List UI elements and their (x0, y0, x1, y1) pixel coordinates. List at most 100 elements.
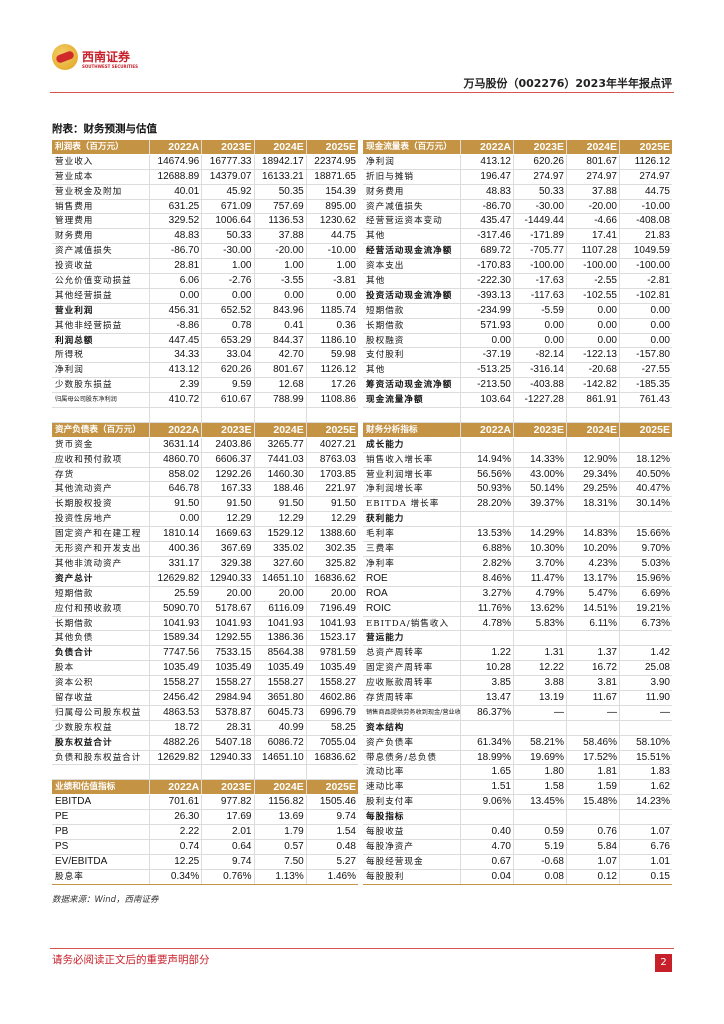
row-value: 274.97 (567, 169, 620, 184)
row-value: 221.97 (325, 483, 356, 495)
row-value: -3.55 (255, 274, 307, 288)
row-label: 折旧与摊销 (363, 169, 461, 184)
table-row: EBITDA 增长率 28.20% 39.37% 18.31% 30.14% (363, 497, 672, 513)
row-value: 6.88% (461, 542, 514, 556)
table-row: 获利能力 (363, 512, 672, 528)
table-row: 归属母公司股东权益 4863.53 5378.87 6045.73 6996.79 (52, 705, 358, 721)
table-row: 长期股权投资 91.50 91.50 91.50 91.50 (52, 497, 358, 513)
row-value: 14674.96 (150, 154, 203, 169)
row-value: 1.01 (650, 855, 670, 867)
row-value: 154.39 (325, 185, 356, 197)
table-row: 资产减值损失 -86.70 -30.00 -20.00 -10.00 (363, 199, 672, 215)
row-value: 58.21% (514, 735, 567, 750)
column-header: 2023E (202, 140, 255, 154)
table-row: 利润总额 447.45 653.29 844.37 1186.10 (52, 333, 358, 349)
right-financial-tables: 现金流量表（百万元） 2022A 2023E 2024E 2025E 净利润 413.12 6… (363, 140, 672, 885)
row-label: 营业收入 (52, 154, 150, 169)
row-value: 6086.72 (255, 735, 307, 750)
table-row: 投资性房地产 0.00 12.29 12.29 12.29 (52, 512, 358, 528)
row-label: 存货周转率 (363, 690, 461, 705)
row-value: 1.59 (567, 780, 620, 795)
row-value: -316.14 (514, 363, 567, 378)
blank-cell (202, 765, 255, 780)
row-value: 12940.33 (202, 571, 255, 586)
row-value: 9.74 (202, 854, 255, 869)
table-row: 少数股东权益 18.72 28.31 40.99 58.25 (52, 720, 358, 736)
row-value: 11.76% (461, 601, 514, 616)
row-label: 每股净资产 (363, 839, 461, 854)
table-header-row: 财务分析指标 2022A 2023E 2024E 2025E (363, 422, 672, 438)
row-value: 0.15 (650, 870, 670, 882)
row-value: 4.78% (461, 616, 514, 631)
row-value: -100.00 (514, 259, 567, 274)
table-row: 每股股利 0.04 0.08 0.12 0.15 (363, 869, 672, 885)
table-row: 流动比率 1.65 1.80 1.81 1.83 (363, 765, 672, 781)
row-value: 1703.85 (319, 468, 356, 480)
row-value: 1.00 (336, 260, 356, 272)
row-value: 1460.30 (255, 467, 307, 482)
row-value: 11.67 (567, 690, 620, 705)
table-row: 所得税 34.33 33.04 42.70 59.98 (52, 348, 358, 364)
row-value: -1227.28 (514, 393, 567, 408)
row-value: 1.07 (650, 825, 670, 837)
row-label: 短期借款 (363, 303, 461, 318)
row-label: 其他 (363, 274, 461, 288)
row-value: 20.00 (255, 586, 307, 601)
table-row: 固定资产和在建工程 1810.14 1669.63 1529.12 1388.60 (52, 527, 358, 543)
row-value: -2.76 (202, 274, 255, 288)
row-value: 1041.93 (202, 616, 255, 631)
column-header: 2025E (325, 141, 356, 153)
row-value: 1.79 (255, 824, 307, 839)
row-value: 1558.27 (150, 676, 203, 690)
table-row: 应收账款周转率 3.85 3.88 3.81 3.90 (363, 676, 672, 691)
row-label: PS (52, 839, 150, 854)
row-value: 1.51 (461, 780, 514, 795)
row-value: 0.36 (336, 319, 356, 331)
row-value: 6.06 (150, 274, 203, 288)
row-value: 15.48% (567, 795, 620, 810)
table-row: EBITDA 701.61 977.82 1156.82 1505.46 (52, 795, 358, 811)
row-value: 801.67 (255, 363, 307, 378)
row-label: EBITDA 增长率 (363, 497, 461, 512)
row-label: 毛利率 (363, 527, 461, 542)
data-source-note: 数据来源：Wind，西南证券 (52, 895, 159, 905)
table-row: 总资产周转率 1.22 1.31 1.37 1.42 (363, 646, 672, 662)
row-value: 410.72 (150, 393, 203, 408)
row-value: 42.70 (255, 348, 307, 363)
table-header-row: 业绩和估值指标 2022A 2023E 2024E 2025E (52, 780, 358, 796)
row-value: 5.27 (336, 855, 356, 867)
table-row: 财务费用 48.83 50.33 37.88 44.75 (52, 229, 358, 245)
row-value: 2.01 (202, 824, 255, 839)
row-value: 34.33 (150, 348, 203, 363)
row-label: 其他 (363, 363, 461, 378)
row-value (567, 631, 620, 646)
row-label: 长期借款 (363, 318, 461, 333)
row-value: 0.00 (461, 333, 514, 348)
row-label: PB (52, 824, 150, 839)
row-value: 17.26 (330, 379, 356, 391)
row-value: 0.34% (150, 869, 203, 884)
row-value: 50.33 (202, 229, 255, 244)
row-label: 其他流动资产 (52, 482, 150, 497)
row-value: 977.82 (202, 795, 255, 810)
row-value: 5.03% (641, 557, 670, 569)
row-value: 13.45% (514, 795, 567, 810)
row-value: 37.88 (255, 229, 307, 244)
row-value: 18.12% (636, 453, 670, 465)
row-value: 4027.21 (319, 438, 356, 450)
row-value: -408.08 (636, 215, 670, 227)
row-value (567, 437, 620, 452)
row-value: 1041.93 (150, 616, 203, 631)
table-row: EBITDA/销售收入 4.78% 5.83% 6.11% 6.73% (363, 616, 672, 632)
column-header: 2025E (325, 781, 356, 794)
row-value: -2.55 (567, 274, 620, 288)
table-row: 其他 -317.46 -171.89 17.41 21.83 (363, 229, 672, 245)
table-title: 现金流量表（百万元） (363, 140, 461, 154)
row-value: 18942.17 (255, 154, 307, 169)
column-header: 2025E (639, 423, 670, 436)
table-row: 资本公积 1558.27 1558.27 1558.27 1558.27 (52, 676, 358, 691)
row-value: 40.50% (636, 468, 670, 480)
row-value: 858.02 (150, 467, 203, 482)
row-value: 2403.86 (202, 437, 255, 452)
row-value (514, 720, 567, 735)
